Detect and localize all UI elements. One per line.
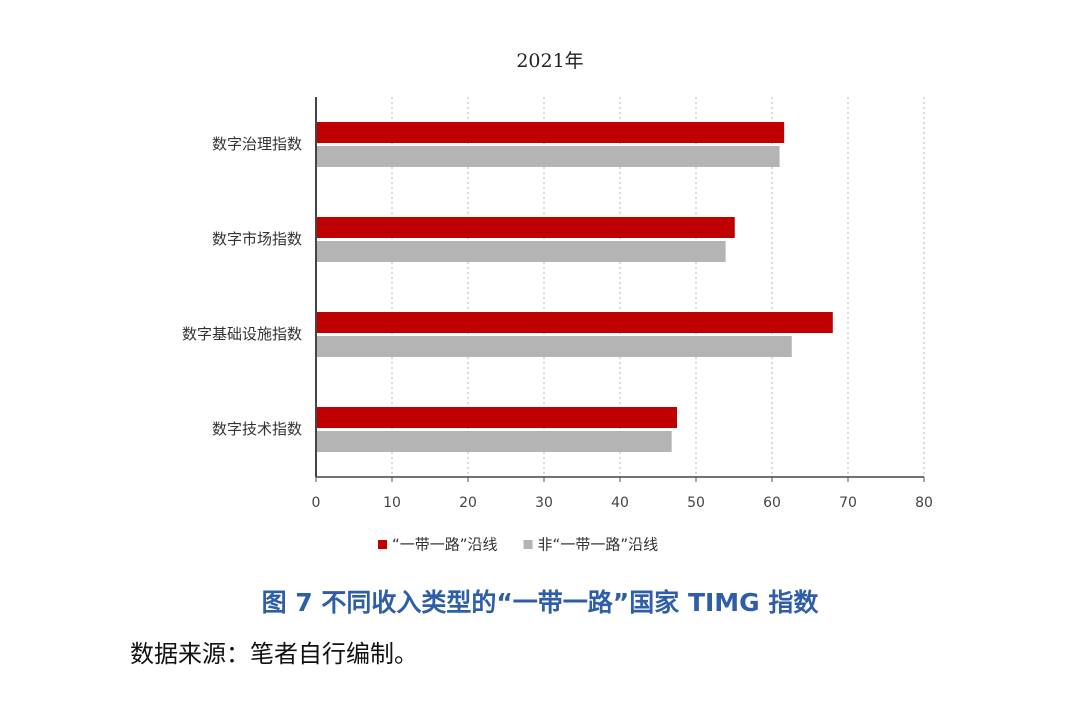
bar xyxy=(316,217,735,238)
source-note: 数据来源：笔者自行编制。 xyxy=(130,640,418,668)
legend-label: “一带一路”沿线 xyxy=(392,536,498,554)
bar xyxy=(316,407,677,428)
x-tick-label: 10 xyxy=(383,495,401,511)
x-tick-label: 40 xyxy=(611,495,629,511)
chart-title: 2021年 xyxy=(516,50,583,72)
bar xyxy=(316,431,672,452)
bar xyxy=(316,241,726,262)
x-tick-label: 60 xyxy=(763,495,781,511)
y-tick-label: 数字基础设施指数 xyxy=(182,325,302,343)
x-tick-label: 70 xyxy=(839,495,857,511)
y-tick-label: 数字技术指数 xyxy=(212,420,302,438)
chart: 2021年 0 10 20 30 40 50 60 70 80 数字治理指数数字市场指数数字基础设… xyxy=(182,50,933,554)
legend-swatch xyxy=(523,540,533,549)
y-tick-label: 数字治理指数 xyxy=(212,135,302,153)
x-tick-label: 0 xyxy=(312,495,321,511)
caption: 图 7 不同收入类型的“一带一路”国家 TIMG 指数 xyxy=(261,588,819,617)
legend-label: 非“一带一路”沿线 xyxy=(538,536,659,554)
bar xyxy=(316,312,833,333)
x-tick-label: 30 xyxy=(535,495,553,511)
legend-swatch xyxy=(378,540,387,549)
bar xyxy=(316,146,780,167)
bar xyxy=(316,122,785,143)
bar xyxy=(316,336,792,357)
x-tick-label: 80 xyxy=(915,495,933,511)
x-tick-label: 50 xyxy=(687,495,705,511)
x-tick-label: 20 xyxy=(459,495,477,511)
y-tick-label: 数字市场指数 xyxy=(212,230,302,248)
